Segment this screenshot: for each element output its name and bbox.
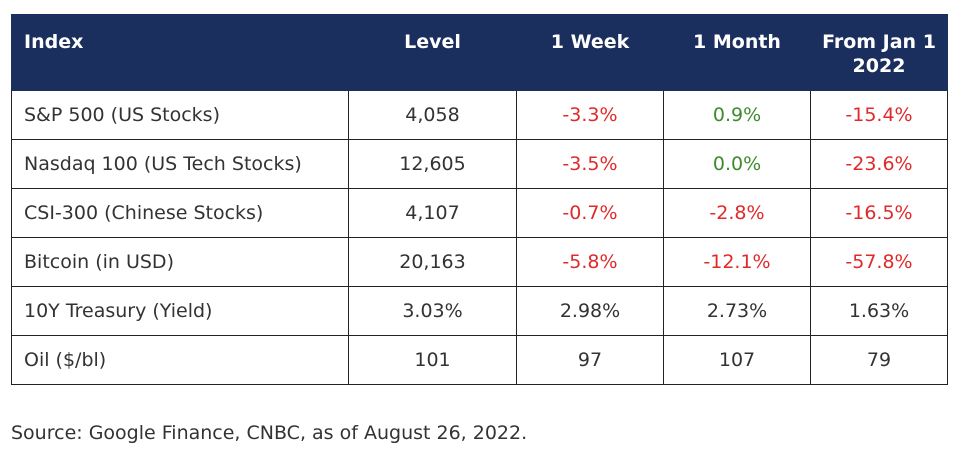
level-cell: 12,605 <box>348 139 517 189</box>
level-cell: 4,058 <box>348 90 517 140</box>
month-change-cell: -2.8% <box>663 188 811 238</box>
ytd-change-cell: 1.63% <box>810 286 948 336</box>
table-row: Nasdaq 100 (US Tech Stocks) 12,605 -3.5%… <box>11 139 948 189</box>
index-name-cell: Bitcoin (in USD) <box>11 237 349 287</box>
index-name-cell: Nasdaq 100 (US Tech Stocks) <box>11 139 349 189</box>
week-change-cell: 2.98% <box>516 286 664 336</box>
header-1-week: 1 Week <box>516 14 664 91</box>
week-change-cell: 97 <box>516 335 664 385</box>
week-change-cell: -5.8% <box>516 237 664 287</box>
week-change-cell: -3.3% <box>516 90 664 140</box>
source-note: Source: Google Finance, CNBC, as of Augu… <box>11 422 528 444</box>
level-cell: 4,107 <box>348 188 517 238</box>
ytd-change-cell: 79 <box>810 335 948 385</box>
ytd-change-cell: -16.5% <box>810 188 948 238</box>
market-table-container: Index Level 1 Week 1 Month From Jan 1 20… <box>11 14 948 385</box>
header-level: Level <box>348 14 517 91</box>
index-name-cell: CSI-300 (Chinese Stocks) <box>11 188 349 238</box>
week-change-cell: -0.7% <box>516 188 664 238</box>
table-header-row: Index Level 1 Week 1 Month From Jan 1 20… <box>11 14 948 91</box>
week-change-cell: -3.5% <box>516 139 664 189</box>
index-name-cell: 10Y Treasury (Yield) <box>11 286 349 336</box>
market-index-table: Index Level 1 Week 1 Month From Jan 1 20… <box>11 14 948 385</box>
level-cell: 101 <box>348 335 517 385</box>
index-name-cell: Oil ($/bl) <box>11 335 349 385</box>
table-row: Oil ($/bl) 101 97 107 79 <box>11 335 948 385</box>
level-cell: 20,163 <box>348 237 517 287</box>
index-name-cell: S&P 500 (US Stocks) <box>11 90 349 140</box>
header-from-jan-1-2022: From Jan 1 2022 <box>810 14 948 91</box>
table-row: S&P 500 (US Stocks) 4,058 -3.3% 0.9% -15… <box>11 90 948 140</box>
level-cell: 3.03% <box>348 286 517 336</box>
ytd-change-cell: -57.8% <box>810 237 948 287</box>
header-1-month: 1 Month <box>663 14 811 91</box>
month-change-cell: -12.1% <box>663 237 811 287</box>
ytd-change-cell: -23.6% <box>810 139 948 189</box>
month-change-cell: 107 <box>663 335 811 385</box>
table-row: 10Y Treasury (Yield) 3.03% 2.98% 2.73% 1… <box>11 286 948 336</box>
ytd-change-cell: -15.4% <box>810 90 948 140</box>
table-row: CSI-300 (Chinese Stocks) 4,107 -0.7% -2.… <box>11 188 948 238</box>
table-row: Bitcoin (in USD) 20,163 -5.8% -12.1% -57… <box>11 237 948 287</box>
month-change-cell: 0.0% <box>663 139 811 189</box>
month-change-cell: 2.73% <box>663 286 811 336</box>
header-index: Index <box>11 14 349 91</box>
month-change-cell: 0.9% <box>663 90 811 140</box>
